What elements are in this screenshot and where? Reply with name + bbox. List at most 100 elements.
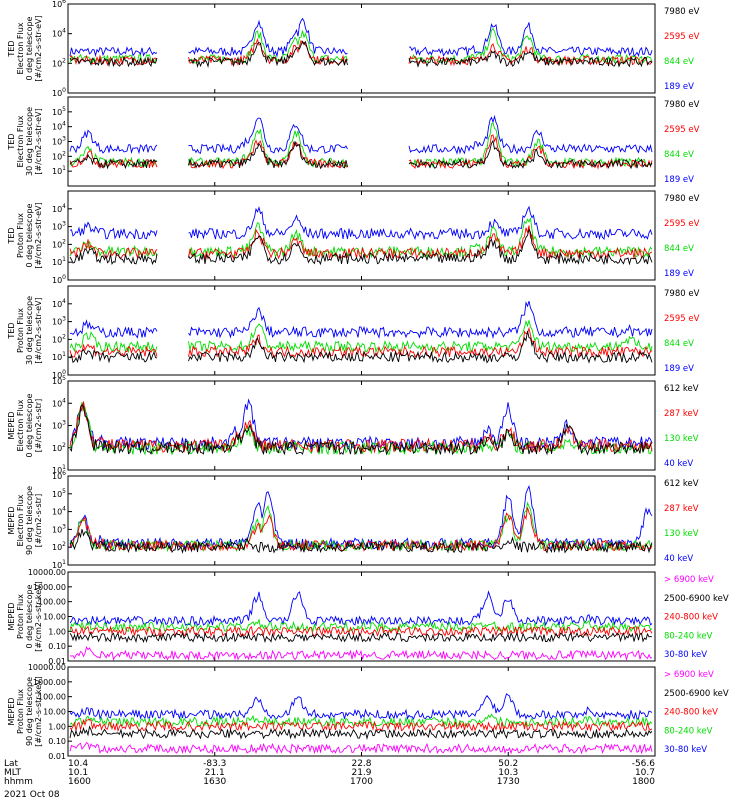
y-tick-label: 106 [52, 0, 66, 9]
y-tick-label: 102 [52, 57, 66, 68]
y-axis-label: 0 deg telescope [25, 203, 34, 267]
y-axis-label: Electron Flux [16, 399, 25, 451]
y-tick-label: 1.00 [48, 627, 66, 636]
x-axis-row-label: hhmm [4, 777, 33, 787]
y-tick-label: 103 [52, 136, 66, 147]
x-tick-label: 21.9 [351, 768, 371, 778]
panel-7: 10000.00 1000.00 100.00 10.00 1.00 0.10 0.01 ME… [7, 568, 729, 666]
y-tick-label: 102 [52, 442, 66, 453]
energy-channel-label: 7980 eV [664, 194, 700, 204]
energy-channel-label: 189 eV [664, 175, 694, 185]
panel-frame [67, 190, 656, 281]
y-tick-label: 104 [52, 506, 66, 517]
energy-channel-label: 40 keV [664, 554, 693, 564]
energy-channel-label: 2500-6900 keV [664, 594, 729, 604]
y-tick-label: 10000.00 [28, 663, 66, 672]
flux-trace-red [69, 718, 653, 733]
y-axis-label: MEPED [7, 603, 16, 631]
y-tick-label: 102 [52, 238, 66, 249]
x-tick-label: 10.4 [68, 759, 88, 769]
y-axis-label: 90 deg telescope [25, 486, 34, 555]
energy-channel-label: 189 eV [664, 364, 694, 374]
x-tick-label: 10.7 [635, 768, 655, 778]
y-tick-label: 103 [52, 221, 66, 232]
y-tick-label: 105 [52, 375, 66, 386]
flux-trace-red [69, 625, 653, 638]
y-axis-label: 90 deg telescope [25, 677, 34, 746]
y-tick-label: 101 [52, 165, 66, 176]
y-tick-label: 104 [52, 121, 66, 132]
y-tick-label: 102 [52, 541, 66, 552]
flux-trace-green [69, 618, 653, 633]
y-axis-label: [#/cm2-s-str] [34, 399, 43, 452]
flux-trace-black [69, 139, 653, 170]
y-tick-label: 101 [52, 464, 66, 475]
y-axis-label: 0 deg telescope [25, 393, 34, 457]
x-tick-label: -83.3 [203, 759, 226, 769]
energy-channel-label: 2595 eV [664, 219, 700, 229]
panel-3: 100 101 102 103 104 TED Proton Flux 0 deg teles… [7, 190, 700, 285]
y-tick-label: 1000.00 [33, 678, 66, 687]
y-tick-label: 0.10 [48, 642, 66, 651]
y-tick-label: 104 [52, 203, 66, 214]
flux-trace-black [69, 631, 653, 644]
flux-trace-blue [69, 205, 653, 241]
x-tick-label: 1700 [350, 777, 373, 787]
energy-channel-label: 189 eV [664, 269, 694, 279]
date-label: 2021 Oct 08 [4, 790, 60, 800]
x-tick-label: 22.8 [351, 759, 371, 769]
flux-trace-black [69, 528, 653, 554]
x-tick-label: 1600 [68, 777, 91, 787]
y-tick-label: 1.00 [48, 722, 66, 731]
y-tick-label: 101 [52, 351, 66, 362]
y-axis-label: Electron Flux [16, 115, 25, 167]
panel-5: 101 102 103 104 105 MEPED Electron Flux 0 deg t… [7, 375, 699, 475]
y-axis-label: [#/cm2-s-str-eV] [34, 108, 43, 174]
y-axis-label: TED [7, 40, 16, 57]
energy-channel-label: 844 eV [664, 339, 694, 349]
flux-trace-red [69, 225, 653, 261]
flux-trace-magenta [69, 742, 653, 755]
panel-6: 101 102 103 104 105 106 MEPED Electron Flux 90 d… [7, 470, 699, 570]
energy-channel-label: 844 eV [664, 244, 694, 254]
y-axis-label: TED [7, 133, 16, 150]
x-tick-label: 10.3 [498, 768, 518, 778]
energy-channel-label: 287 keV [664, 409, 699, 419]
y-tick-label: 105 [52, 488, 66, 499]
energy-channel-label: > 6900 keV [664, 575, 714, 585]
energy-channel-label: 240-800 keV [664, 708, 718, 718]
flux-trace-red [69, 134, 653, 170]
x-tick-label: 21.1 [205, 768, 225, 778]
flux-trace-red [69, 326, 653, 359]
y-axis-label: MEPED [7, 412, 16, 440]
y-tick-label: 0.10 [48, 737, 66, 746]
energy-channel-label: 844 eV [664, 57, 694, 67]
y-axis-label: [#/cm2-s-str-eV] [34, 297, 43, 363]
panel-2: 101 102 103 104 105 TED Electron Flux 30 deg te… [7, 96, 700, 187]
y-tick-label: 0.01 [48, 657, 66, 666]
y-axis-label: [#/cm2-s-str-keV] [34, 581, 43, 652]
y-axis-label: TED [7, 322, 16, 339]
flux-trace-magenta [69, 645, 653, 662]
panel-frame [67, 475, 656, 566]
y-axis-label: [#/cm2-s-str-keV] [34, 676, 43, 747]
energy-channel-label: 240-800 keV [664, 613, 718, 623]
panel-4: 100 101 102 103 104 TED Proton Flux 30 deg tele… [7, 285, 700, 380]
y-axis-label: Proton Flux [16, 689, 25, 734]
x-axis-row-label: MLT [4, 768, 22, 778]
flux-trace-green [69, 319, 653, 354]
flux-trace-black [69, 330, 653, 364]
flux-trace-green [69, 402, 653, 456]
flux-trace-blue [69, 300, 653, 339]
y-axis-label: Proton Flux [16, 308, 25, 353]
y-tick-label: 101 [52, 559, 66, 570]
x-axis-row-label: Lat [4, 759, 19, 769]
energy-channel-label: > 6900 keV [664, 670, 714, 680]
y-tick-label: 100 [52, 369, 66, 380]
energy-channel-label: 7980 eV [664, 7, 700, 17]
energy-channel-label: 7980 eV [664, 289, 700, 299]
x-tick-label: 1730 [497, 777, 520, 787]
y-tick-label: 103 [52, 420, 66, 431]
y-tick-label: 10.00 [43, 708, 66, 717]
